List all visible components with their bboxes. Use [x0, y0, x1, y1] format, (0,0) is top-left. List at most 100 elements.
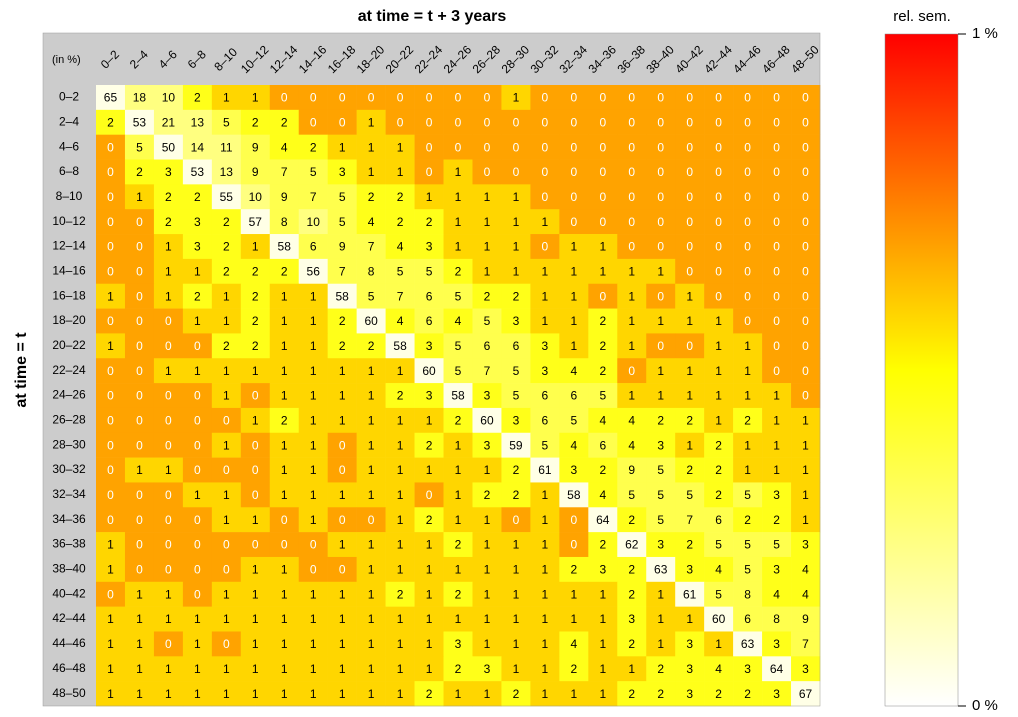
heatmap-cell — [414, 234, 444, 260]
heatmap-cell — [240, 333, 271, 359]
cell-label: 0 — [542, 115, 549, 129]
cell-label: 2 — [628, 587, 635, 601]
heatmap-cell — [298, 85, 328, 111]
heatmap-cell — [791, 85, 821, 111]
heatmap-cell — [733, 631, 763, 657]
cell-label: 0 — [223, 563, 230, 577]
cell-label: 6 — [542, 389, 549, 403]
heatmap-cell — [96, 631, 126, 657]
cell-label: 0 — [686, 165, 693, 179]
cell-label: 0 — [107, 414, 114, 428]
cell-label: 0 — [773, 289, 780, 303]
heatmap-cell — [559, 532, 589, 558]
cell-label: 1 — [513, 264, 520, 278]
cell-label: 0 — [715, 264, 722, 278]
cell-label: 58 — [335, 289, 349, 303]
cell-label: 1 — [223, 612, 230, 626]
cell-label: 2 — [570, 563, 577, 577]
heatmap-cell — [182, 283, 213, 309]
cell-label: 0 — [744, 215, 751, 229]
heatmap-cell — [96, 283, 126, 309]
heatmap-cell — [675, 358, 705, 384]
cell-label: 1 — [194, 612, 201, 626]
heatmap-cell — [472, 209, 502, 235]
cell-label: 5 — [657, 488, 664, 502]
heatmap-cell — [240, 407, 271, 434]
heatmap-cell — [414, 283, 444, 309]
heatmap-cell — [501, 606, 531, 632]
heatmap-cell — [211, 383, 242, 409]
heatmap-cell — [501, 656, 531, 682]
heatmap-cell — [646, 407, 676, 434]
cell-label: 1 — [599, 637, 606, 651]
cell-label: 0 — [310, 91, 317, 105]
heatmap-cell — [733, 159, 763, 185]
heatmap-cell — [269, 606, 300, 632]
cell-label: 3 — [773, 488, 780, 502]
cell-label: 0 — [136, 339, 143, 353]
cell-label: 1 — [310, 289, 317, 303]
heatmap-cell — [762, 681, 792, 707]
heatmap-cell — [617, 333, 647, 359]
heatmap-cell — [791, 631, 821, 657]
cell-label: 2 — [136, 165, 143, 179]
heatmap-cell — [646, 258, 676, 285]
heatmap-cell — [472, 457, 502, 483]
cell-label: 1 — [686, 364, 693, 378]
cell-label: 0 — [107, 364, 114, 378]
cell-label: 1 — [570, 264, 577, 278]
cell-label: 2 — [252, 339, 259, 353]
cell-label: 3 — [194, 240, 201, 254]
heatmap-cell — [298, 134, 328, 160]
cell-label: 0 — [339, 91, 346, 105]
heatmap-cell — [501, 556, 531, 583]
cell-label: 55 — [220, 190, 234, 204]
heatmap-cell — [182, 482, 213, 508]
cell-label: 6 — [715, 513, 722, 527]
cell-label: 1 — [165, 662, 172, 676]
cell-label: 1 — [310, 612, 317, 626]
heatmap-cell — [646, 333, 676, 359]
heatmap-cell — [153, 134, 184, 160]
cell-label: 1 — [628, 289, 635, 303]
cell-label: 1 — [426, 538, 433, 552]
cell-label: 2 — [513, 289, 520, 303]
heatmap-cell — [414, 556, 444, 583]
heatmap-cell — [298, 606, 328, 632]
heatmap-cell — [762, 258, 792, 285]
heatmap-cell — [733, 308, 763, 334]
heatmap-cell — [240, 383, 271, 409]
heatmap-cell — [443, 581, 473, 607]
heatmap-cell — [327, 606, 357, 632]
heatmap-cell — [356, 283, 386, 309]
heatmap-cell — [182, 507, 213, 533]
cell-label: 0 — [657, 240, 664, 254]
heatmap-frame — [42, 32, 821, 707]
heatmap-cell — [414, 383, 444, 409]
heatmap-cell — [443, 159, 473, 185]
y-tick-label: 36–38 — [52, 537, 86, 551]
heatmap-cell — [327, 234, 357, 260]
cell-label: 56 — [307, 264, 321, 278]
heatmap-cell — [211, 308, 242, 334]
cell-label: 1 — [368, 438, 375, 452]
heatmap-cell — [182, 358, 213, 384]
heatmap-cell — [501, 258, 531, 285]
heatmap-cell — [617, 383, 647, 409]
heatmap-cell — [646, 159, 676, 185]
heatmap-cell — [762, 234, 792, 260]
heatmap-cell — [646, 209, 676, 235]
cell-label: 0 — [599, 289, 606, 303]
cell-label: 4 — [570, 364, 577, 378]
heatmap-cell — [443, 556, 473, 583]
heatmap-cell — [675, 134, 705, 160]
heatmap-cell — [153, 507, 184, 533]
heatmap-cell — [472, 134, 502, 160]
heatmap-cell — [124, 532, 155, 558]
heatmap-cell — [762, 358, 792, 384]
heatmap-cell — [588, 308, 618, 334]
heatmap-cell — [675, 432, 705, 458]
cell-label: 0 — [107, 190, 114, 204]
cell-label: 1 — [542, 587, 549, 601]
heatmap-cell — [443, 333, 473, 359]
